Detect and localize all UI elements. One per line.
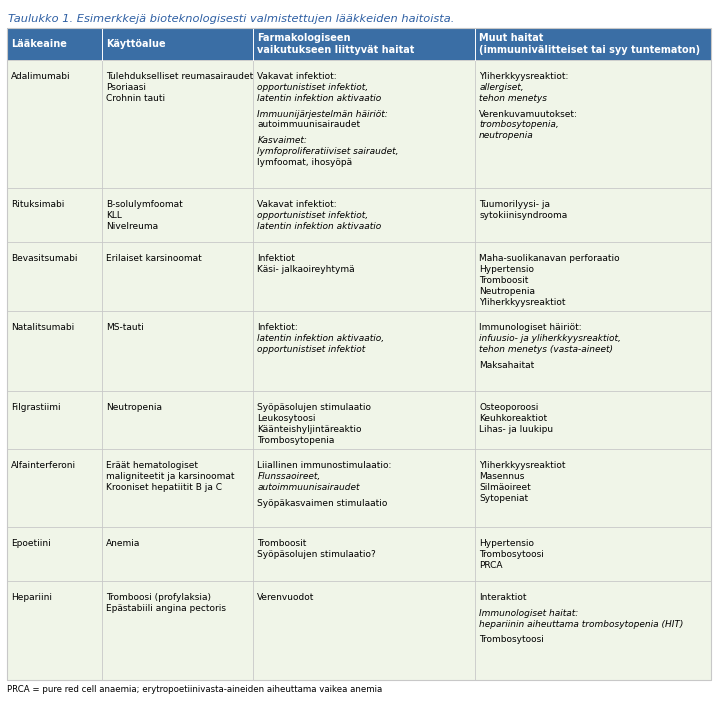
Text: Trombosytoosi: Trombosytoosi bbox=[479, 550, 544, 559]
Text: Erilaiset karsinoomat: Erilaiset karsinoomat bbox=[106, 254, 202, 263]
Bar bbox=[7, 449, 711, 527]
Text: Yliherkkyysreaktiot:: Yliherkkyysreaktiot: bbox=[479, 72, 569, 81]
Text: autoimmuunisairaudet: autoimmuunisairaudet bbox=[257, 121, 360, 129]
Text: Alfainterferoni: Alfainterferoni bbox=[11, 461, 76, 471]
Text: Immuunijärjestelmän häiriöt:: Immuunijärjestelmän häiriöt: bbox=[257, 109, 388, 119]
Text: Vakavat infektiot:: Vakavat infektiot: bbox=[257, 72, 337, 81]
Text: Tromboosit: Tromboosit bbox=[257, 539, 307, 548]
Text: Eräät hematologiset: Eräät hematologiset bbox=[106, 461, 198, 471]
Bar bbox=[7, 60, 711, 188]
Text: Syöpäkasvaimen stimulaatio: Syöpäkasvaimen stimulaatio bbox=[257, 498, 388, 508]
Text: Lääkeaine: Lääkeaine bbox=[11, 39, 67, 49]
Text: Filgrastiimi: Filgrastiimi bbox=[11, 403, 60, 412]
Text: Krooniset hepatiitit B ja C: Krooniset hepatiitit B ja C bbox=[106, 483, 222, 492]
Text: Syöpäsolujen stimulaatio?: Syöpäsolujen stimulaatio? bbox=[257, 550, 376, 559]
Text: Yliherkkyysreaktiot: Yliherkkyysreaktiot bbox=[479, 461, 566, 471]
Text: Hepariini: Hepariini bbox=[11, 593, 52, 602]
Text: latentin infektion aktivaatio: latentin infektion aktivaatio bbox=[257, 222, 382, 231]
Text: Käyttöalue: Käyttöalue bbox=[106, 39, 166, 49]
Text: Flunssaoireet,: Flunssaoireet, bbox=[257, 472, 321, 481]
Text: Infektiot:: Infektiot: bbox=[257, 323, 298, 332]
Text: Maksahaitat: Maksahaitat bbox=[479, 361, 534, 370]
Text: Osteoporoosi: Osteoporoosi bbox=[479, 403, 538, 412]
Text: latentin infektion aktivaatio,: latentin infektion aktivaatio, bbox=[257, 334, 385, 343]
Text: Psoriaasi: Psoriaasi bbox=[106, 83, 146, 92]
Text: Hypertensio: Hypertensio bbox=[479, 539, 534, 548]
Text: Kasvaimet:: Kasvaimet: bbox=[257, 136, 307, 145]
Text: Yliherkkyysreaktiot: Yliherkkyysreaktiot bbox=[479, 298, 566, 306]
Text: KLL: KLL bbox=[106, 211, 122, 220]
Text: tehon menetys (vasta-aineet): tehon menetys (vasta-aineet) bbox=[479, 345, 613, 354]
Text: Infektiot: Infektiot bbox=[257, 254, 295, 263]
Text: Keuhkoreaktiot: Keuhkoreaktiot bbox=[479, 414, 547, 423]
Text: Hypertensio: Hypertensio bbox=[479, 265, 534, 274]
Text: Leukosytoosi: Leukosytoosi bbox=[257, 414, 316, 423]
Text: Immunologiset häiriöt:: Immunologiset häiriöt: bbox=[479, 323, 582, 332]
Text: Liiallinen immunostimulaatio:: Liiallinen immunostimulaatio: bbox=[257, 461, 392, 471]
Text: hepariinin aiheuttama trombosytopenia (HIT): hepariinin aiheuttama trombosytopenia (H… bbox=[479, 620, 684, 629]
Text: Crohnin tauti: Crohnin tauti bbox=[106, 94, 165, 103]
Text: Käänteishyljintäreaktio: Käänteishyljintäreaktio bbox=[257, 425, 362, 434]
Text: Masennus: Masennus bbox=[479, 472, 525, 481]
Bar bbox=[7, 311, 711, 391]
Text: tehon menetys: tehon menetys bbox=[479, 94, 547, 103]
Text: maligniteetit ja karsinoomat: maligniteetit ja karsinoomat bbox=[106, 472, 235, 481]
Text: Muut haitat
(immuunivälitteiset tai syy tuntematon): Muut haitat (immuunivälitteiset tai syy … bbox=[479, 33, 700, 55]
Text: Anemia: Anemia bbox=[106, 539, 141, 548]
Text: Taulukko 1. Esimerkkejä bioteknologisesti valmistettujen lääkkeiden haitoista.: Taulukko 1. Esimerkkejä bioteknologisest… bbox=[8, 14, 454, 24]
Text: PRCA = pure red cell anaemia; erytropoetiinivasta-aineiden aiheuttama vaikea ane: PRCA = pure red cell anaemia; erytropoet… bbox=[7, 685, 382, 694]
Text: Rituksimabi: Rituksimabi bbox=[11, 200, 65, 209]
Text: Tromboosi (profylaksia): Tromboosi (profylaksia) bbox=[106, 593, 211, 602]
Text: MS-tauti: MS-tauti bbox=[106, 323, 144, 332]
Text: Neutropenia: Neutropenia bbox=[106, 403, 162, 412]
Text: Tuumorilyysi- ja: Tuumorilyysi- ja bbox=[479, 200, 550, 209]
Text: allergiset,: allergiset, bbox=[479, 83, 524, 92]
Bar bbox=[7, 242, 711, 311]
Text: Farmakologiseen
vaikutukseen liittyvät haitat: Farmakologiseen vaikutukseen liittyvät h… bbox=[257, 33, 415, 55]
Text: Neutropenia: Neutropenia bbox=[479, 287, 535, 296]
Text: Silmäoireet: Silmäoireet bbox=[479, 483, 531, 492]
Text: Sytopeniat: Sytopeniat bbox=[479, 493, 528, 503]
Text: lymfoproliferatiiviset sairaudet,: lymfoproliferatiiviset sairaudet, bbox=[257, 147, 399, 156]
Bar bbox=[7, 391, 711, 449]
Text: Trombosytoosi: Trombosytoosi bbox=[479, 635, 544, 645]
Text: Lihas- ja luukipu: Lihas- ja luukipu bbox=[479, 425, 554, 434]
Text: opportunistiset infektiot: opportunistiset infektiot bbox=[257, 345, 365, 354]
Bar bbox=[7, 527, 711, 581]
Text: infuusio- ja yliherkkyysreaktiot,: infuusio- ja yliherkkyysreaktiot, bbox=[479, 334, 621, 343]
Text: autoimmuunisairaudet: autoimmuunisairaudet bbox=[257, 483, 360, 492]
Text: Verenkuvamuutokset:: Verenkuvamuutokset: bbox=[479, 109, 578, 119]
Bar bbox=[7, 188, 711, 242]
Text: Bevasitsumabi: Bevasitsumabi bbox=[11, 254, 78, 263]
Text: opportunistiset infektiot,: opportunistiset infektiot, bbox=[257, 211, 368, 220]
Text: Epästabiili angina pectoris: Epästabiili angina pectoris bbox=[106, 604, 226, 613]
Text: Trombosytopenia: Trombosytopenia bbox=[257, 436, 335, 445]
Text: Syöpäsolujen stimulaatio: Syöpäsolujen stimulaatio bbox=[257, 403, 371, 412]
Text: Verenvuodot: Verenvuodot bbox=[257, 593, 314, 602]
Text: sytokiinisyndrooma: sytokiinisyndrooma bbox=[479, 211, 567, 220]
Text: Maha-suolikanavan perforaatio: Maha-suolikanavan perforaatio bbox=[479, 254, 620, 263]
Text: Natalitsumabi: Natalitsumabi bbox=[11, 323, 74, 332]
Text: B-solulymfoomat: B-solulymfoomat bbox=[106, 200, 183, 209]
Text: Vakavat infektiot:: Vakavat infektiot: bbox=[257, 200, 337, 209]
Bar bbox=[7, 581, 711, 680]
Text: opportunistiset infektiot,: opportunistiset infektiot, bbox=[257, 83, 368, 92]
Text: Nivelreuma: Nivelreuma bbox=[106, 222, 158, 231]
Text: lymfoomat, ihosyöpä: lymfoomat, ihosyöpä bbox=[257, 158, 353, 167]
Bar bbox=[7, 28, 711, 60]
Text: Interaktiot: Interaktiot bbox=[479, 593, 527, 602]
Text: Immunologiset haitat:: Immunologiset haitat: bbox=[479, 609, 579, 618]
Text: Tromboosit: Tromboosit bbox=[479, 276, 528, 285]
Text: latentin infektion aktivaatio: latentin infektion aktivaatio bbox=[257, 94, 382, 103]
Text: Epoetiini: Epoetiini bbox=[11, 539, 51, 548]
Text: neutropenia: neutropenia bbox=[479, 131, 534, 140]
Text: Adalimumabi: Adalimumabi bbox=[11, 72, 70, 81]
Text: Käsi- jalkaoireyhtymä: Käsi- jalkaoireyhtymä bbox=[257, 265, 355, 274]
Text: trombosytopenia,: trombosytopenia, bbox=[479, 121, 559, 129]
Text: Tulehdukselliset reumasairaudet: Tulehdukselliset reumasairaudet bbox=[106, 72, 253, 81]
Text: PRCA: PRCA bbox=[479, 561, 503, 570]
